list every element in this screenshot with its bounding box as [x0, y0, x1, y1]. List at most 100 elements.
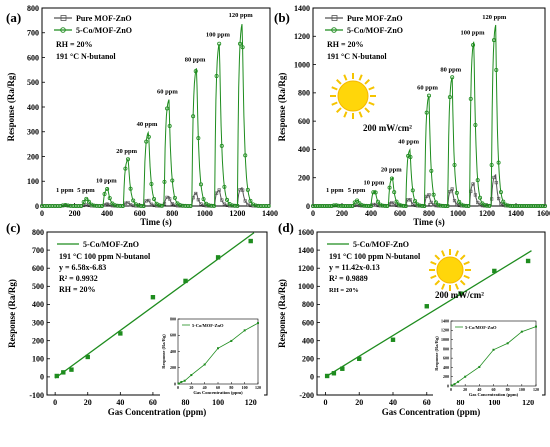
y-tick-label: 800	[298, 89, 310, 98]
pulse-label: 5 ppm	[77, 187, 95, 194]
pulse-label: 100 ppm	[460, 30, 485, 37]
y-tick-label: 1600	[298, 228, 314, 237]
legend-label: 5-Co/MOF-ZnO	[353, 240, 409, 249]
series-point	[194, 191, 198, 196]
series-point	[454, 190, 459, 195]
x-tick-label: 0	[177, 385, 179, 390]
series-point	[461, 203, 466, 208]
series-point	[399, 203, 404, 208]
series-point	[510, 203, 515, 208]
y-tick-label: 800	[170, 316, 176, 321]
series-point	[505, 203, 510, 208]
sun-ray	[434, 254, 441, 261]
series-point	[471, 182, 475, 186]
series-point	[162, 202, 167, 206]
series-point	[487, 203, 492, 208]
x-tick-label: 120	[522, 398, 534, 407]
x-tick-label: 100	[242, 385, 248, 390]
fit-line	[54, 232, 255, 379]
series-point	[123, 166, 128, 171]
sun-ray	[463, 274, 470, 279]
series-point	[464, 203, 469, 208]
series-point	[40, 203, 45, 208]
y-tick-label: 100	[32, 355, 44, 364]
series-point	[331, 203, 336, 208]
inset-point	[177, 382, 180, 385]
series-point	[366, 203, 371, 208]
y-tick-label: 1200	[298, 264, 314, 273]
pulse-label: 5 ppm	[348, 187, 366, 194]
series-point	[468, 96, 473, 101]
inset-point	[230, 339, 233, 342]
x-tick-label: 40	[477, 387, 481, 392]
series-point	[499, 202, 503, 206]
inset-point	[535, 325, 537, 328]
fit-annotation: RH = 20%	[329, 287, 359, 294]
series-point	[438, 203, 443, 208]
series-point	[230, 203, 235, 208]
inset-point	[243, 329, 246, 332]
series-point	[473, 122, 478, 127]
x-tick-label: 200	[69, 209, 81, 218]
x-axis-label: Gas Concentration (ppm)	[382, 407, 481, 417]
x-tick-label: 60	[216, 385, 220, 390]
y-tick-label: -200	[299, 391, 314, 400]
series-point	[322, 203, 327, 208]
series-point	[359, 203, 364, 208]
series-point	[522, 203, 527, 208]
series-point	[198, 182, 203, 187]
y-tick-label: 400	[302, 336, 314, 345]
data-point	[357, 356, 362, 361]
sun-icon	[429, 249, 471, 291]
series-point	[170, 178, 175, 183]
data-point	[248, 238, 253, 244]
series-point	[105, 187, 110, 192]
x-tick-label: 1200	[479, 209, 495, 218]
x-axis-label: Gas Concentration (ppm)	[108, 407, 207, 417]
series-point	[209, 203, 214, 208]
series-point	[348, 203, 353, 208]
series-point	[508, 203, 513, 208]
plot-frame	[41, 7, 271, 207]
y-tick-label: 800	[27, 4, 39, 13]
condition-rh: RH = 20%	[56, 40, 93, 49]
series-point	[136, 203, 141, 208]
series-point	[313, 203, 318, 208]
inset-point	[520, 330, 523, 333]
series-point	[498, 190, 503, 195]
panel-label: (d)	[278, 220, 294, 235]
sun-ray	[441, 283, 446, 290]
data-point	[69, 367, 74, 372]
series-point	[144, 139, 149, 144]
series-point	[245, 187, 250, 192]
y-tick-label: 700	[27, 29, 39, 38]
inset-point	[190, 374, 193, 377]
series-point	[60, 203, 65, 208]
series-point	[183, 203, 188, 208]
y-tick-label: 400	[170, 349, 176, 354]
series-point	[343, 203, 348, 208]
series-point	[45, 203, 50, 208]
series-point	[422, 203, 427, 208]
series-point	[243, 153, 248, 158]
x-tick-label: 0	[450, 387, 452, 392]
data-point	[324, 373, 330, 379]
y-tick-label: 800	[302, 300, 314, 309]
legend-marker	[60, 27, 66, 33]
y-tick-label: 600	[170, 333, 176, 338]
series-point	[264, 203, 269, 208]
legend-marker	[331, 27, 337, 33]
series-point	[531, 203, 536, 208]
condition-gas: 191 °C N-butanol	[56, 52, 116, 61]
series-point	[519, 203, 524, 208]
pulse-label: 20 ppm	[116, 148, 137, 155]
sun-ray	[358, 111, 363, 118]
inset-legend-label: 5-Co/MOF-ZnO	[192, 323, 224, 328]
data-point	[150, 295, 156, 300]
x-tick-label: 120	[255, 385, 261, 390]
y-tick-label: 600	[298, 117, 310, 126]
series-point	[102, 192, 107, 197]
series-point	[219, 143, 224, 148]
pulse-label: 60 ppm	[417, 85, 438, 92]
x-tick-label: 120	[533, 387, 539, 392]
